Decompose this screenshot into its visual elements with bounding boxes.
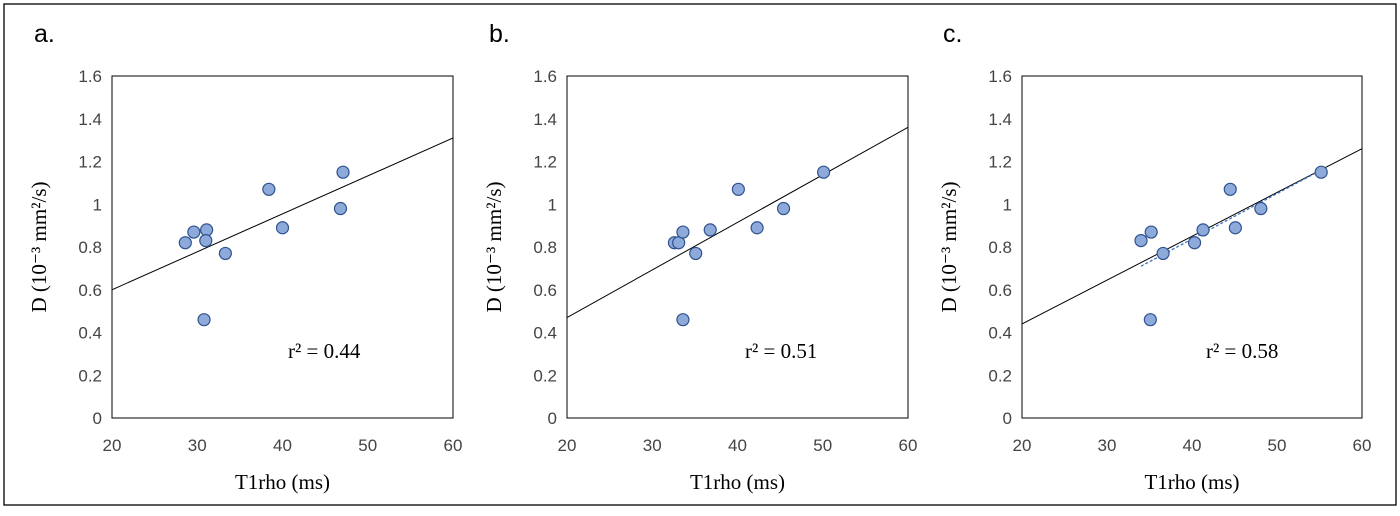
data-point [187, 225, 201, 239]
x-tick-label: 20 [103, 436, 122, 455]
y-tick-label: 0.4 [78, 324, 102, 343]
data-point [199, 233, 213, 248]
data-point [703, 223, 717, 237]
y-axis-label: D (10⁻³ mm²/s) [937, 181, 961, 312]
x-axis-label: T1rho (ms) [235, 470, 330, 494]
y-tick-label: 1.2 [78, 153, 102, 172]
y-tick-label: 0 [548, 409, 557, 428]
data-point [1228, 221, 1242, 235]
r-squared-annotation: r² = 0.44 [288, 339, 361, 363]
data-point [333, 201, 348, 216]
y-tick-label: 0.8 [78, 238, 102, 257]
y-axis-label: D (10⁻³ mm²/s) [27, 181, 51, 312]
data-point [750, 221, 764, 235]
data-point [676, 225, 690, 239]
y-tick-label: 1.6 [988, 67, 1012, 86]
y-tick-label: 1.4 [533, 110, 557, 129]
panel-label: a. [34, 20, 55, 48]
trendline [567, 126, 908, 318]
y-tick-label: 1.6 [78, 67, 102, 86]
data-point [731, 182, 745, 196]
data-point [776, 201, 791, 216]
y-tick-label: 0.6 [533, 281, 557, 300]
y-tick-label: 1.6 [533, 67, 557, 86]
figure-frame [3, 3, 1397, 506]
chart-panel-2: b. 0 0.2 0.4 0.6 0.8 1 1.2 1.4 1.6 20 30 40 50 60 T1rho… [482, 20, 917, 494]
x-tick-label: 60 [899, 436, 918, 455]
x-tick-label: 20 [1013, 436, 1032, 455]
y-tick-label: 0.6 [988, 281, 1012, 300]
x-tick-label: 50 [358, 436, 377, 455]
data-point [336, 165, 350, 179]
data-point [178, 236, 192, 250]
y-tick-label: 0.4 [533, 324, 557, 343]
y-tick-label: 0.2 [78, 366, 102, 385]
plot-area [566, 75, 909, 419]
data-point [1156, 246, 1170, 261]
data-point [1134, 233, 1148, 248]
x-axis-label: T1rho (ms) [690, 470, 785, 494]
trendline [112, 137, 453, 291]
secondary-trendline [1140, 169, 1322, 267]
chart-panel-1: a. 0 0.2 0.4 0.6 0.8 1 1.2 1.4 1.6 20 30 40 50 60 T1rho… [27, 20, 462, 494]
y-tick-label: 0.2 [533, 366, 557, 385]
x-tick-label: 50 [1268, 436, 1287, 455]
y-tick-label: 0.8 [533, 238, 557, 257]
chart-panel-3: c. 0 0.2 0.4 0.6 0.8 1 1.2 1.4 1.6 20 30 40 50 60 T1rho… [937, 20, 1371, 494]
data-point [1187, 236, 1202, 250]
x-tick-label: 30 [1098, 436, 1117, 455]
x-tick-label: 60 [1353, 436, 1372, 455]
x-tick-label: 40 [273, 436, 292, 455]
data-point [817, 165, 831, 179]
x-tick-label: 20 [558, 436, 577, 455]
y-axis-label: D (10⁻³ mm²/s) [482, 181, 506, 312]
y-tick-label: 0.4 [988, 324, 1012, 343]
r-squared-annotation: r² = 0.51 [745, 339, 817, 363]
x-tick-label: 50 [813, 436, 832, 455]
y-tick-label: 0 [93, 409, 102, 428]
data-point [1143, 313, 1157, 327]
data-point [689, 246, 703, 261]
y-tick-label: 0.2 [988, 366, 1012, 385]
data-point [1196, 223, 1210, 237]
data-point [275, 221, 290, 235]
r-squared-annotation: r² = 0.58 [1206, 339, 1278, 363]
x-tick-label: 40 [728, 436, 747, 455]
data-point [1144, 225, 1158, 239]
x-tick-label: 40 [1183, 436, 1202, 455]
y-tick-label: 1 [93, 195, 102, 214]
panel-label: b. [489, 20, 510, 48]
x-tick-label: 60 [444, 436, 463, 455]
y-tick-label: 0.8 [988, 238, 1012, 257]
plot-area [111, 75, 454, 419]
y-tick-label: 1.2 [988, 153, 1012, 172]
y-tick-label: 1.4 [988, 110, 1012, 129]
x-tick-label: 30 [643, 436, 662, 455]
y-tick-label: 1.4 [78, 110, 102, 129]
x-tick-label: 30 [188, 436, 207, 455]
data-point [1223, 182, 1237, 196]
y-tick-label: 1.2 [533, 153, 557, 172]
data-point [197, 313, 211, 327]
plot-area [1021, 75, 1363, 419]
data-point [218, 246, 232, 261]
panel-label: c. [943, 20, 962, 48]
data-point [1314, 165, 1328, 179]
y-tick-label: 0.6 [78, 281, 102, 300]
data-point [1254, 201, 1268, 216]
data-point [262, 182, 276, 196]
y-tick-label: 1 [548, 195, 557, 214]
data-point [676, 313, 690, 327]
y-tick-label: 0 [1003, 409, 1012, 428]
y-tick-label: 1 [1003, 195, 1012, 214]
x-axis-label: T1rho (ms) [1144, 470, 1239, 494]
